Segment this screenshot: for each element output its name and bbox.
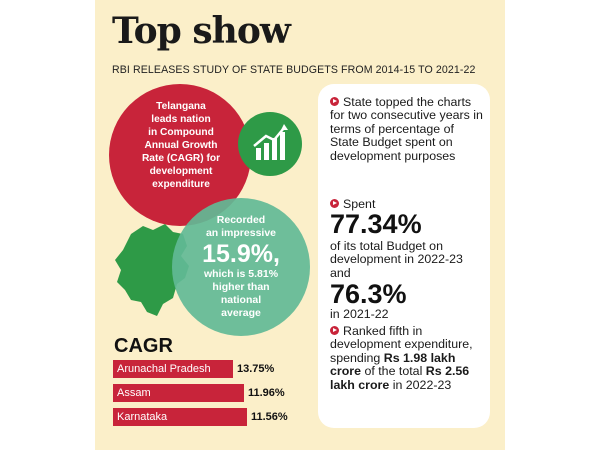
green-circle-intro: Recorded an impressive bbox=[180, 214, 302, 240]
red-circle-text: Telangana leads nation in Compound Annua… bbox=[117, 100, 245, 191]
subtitle: RBI RELEASES STUDY OF STATE BUDGETS FROM… bbox=[112, 64, 476, 76]
fact-topped: State topped the charts for two consecut… bbox=[330, 95, 486, 163]
red-line: in Compound bbox=[148, 127, 214, 138]
green-circle-outro: which is 5.81% higher than national aver… bbox=[180, 268, 302, 320]
bullet-arrow-icon bbox=[330, 199, 339, 208]
fact-spent-label: Spent bbox=[330, 197, 486, 211]
green-line: an impressive bbox=[205, 227, 277, 239]
telangana-map-icon bbox=[115, 224, 189, 316]
red-line: Telangana bbox=[156, 101, 206, 112]
red-line: expenditure bbox=[152, 179, 210, 190]
red-line: Rate (CAGR) for bbox=[141, 153, 221, 164]
cagr-bar-value: 11.56% bbox=[251, 411, 288, 423]
spent-value-2: 76.3% bbox=[330, 279, 407, 309]
cagr-bar: Assam bbox=[113, 384, 244, 402]
red-line: Annual Growth bbox=[144, 140, 218, 151]
green-line: average bbox=[221, 307, 261, 319]
page-title: Top show bbox=[112, 10, 291, 52]
of-total-text: of the total bbox=[364, 364, 423, 379]
red-line: development bbox=[149, 166, 213, 177]
highlight-circle-green bbox=[172, 198, 310, 336]
green-line: Recorded bbox=[216, 214, 266, 226]
spent-description: of its total Budget on development in 20… bbox=[330, 239, 463, 280]
cagr-bar-value: 13.75% bbox=[237, 363, 275, 375]
cagr-value: 15.9%, bbox=[202, 240, 280, 268]
facts-card bbox=[318, 84, 490, 428]
red-line: leads nation bbox=[151, 114, 211, 125]
year-text: in 2022-23 bbox=[392, 377, 452, 392]
cagr-bar-value: 11.96% bbox=[248, 387, 285, 399]
fact-ranked: Ranked fifth in development expenditure,… bbox=[330, 324, 486, 392]
cagr-bar: Arunachal Pradesh bbox=[113, 360, 233, 378]
green-line: higher than bbox=[212, 281, 270, 293]
spent-label: Spent bbox=[343, 197, 376, 211]
green-line: which is 5.81% bbox=[203, 268, 279, 280]
bullet-arrow-icon bbox=[330, 97, 339, 106]
green-line: national bbox=[220, 294, 262, 306]
fact-topped-text: State topped the charts for two consecut… bbox=[330, 95, 483, 163]
bullet-arrow-icon bbox=[330, 326, 339, 335]
spent-value: 77.34% bbox=[330, 209, 422, 239]
amount-total: Rs 2.56 lakh crore bbox=[330, 364, 470, 392]
cagr-bar: Karnataka bbox=[113, 408, 247, 426]
amount-spent: Rs 1.98 lakh crore bbox=[330, 350, 456, 379]
growth-chart-icon bbox=[238, 112, 302, 176]
cagr-title: CAGR bbox=[114, 335, 173, 357]
ranked-text: Ranked fifth in development expenditure,… bbox=[330, 324, 473, 365]
spent-year-2: in 2021-22 bbox=[330, 307, 389, 321]
